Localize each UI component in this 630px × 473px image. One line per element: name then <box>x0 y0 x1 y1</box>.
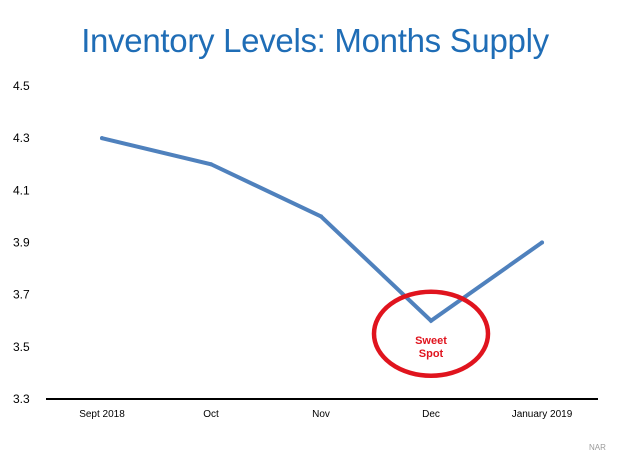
y-tick-label: 3.9 <box>13 236 30 250</box>
series-line <box>100 136 544 324</box>
data-point <box>429 318 433 323</box>
y-tick-label: 3.5 <box>13 340 30 354</box>
y-axis-ticks: 4.5 4.3 4.1 3.9 3.7 3.5 3.3 <box>13 79 30 406</box>
data-point <box>100 136 104 141</box>
y-tick-label: 3.3 <box>13 392 30 406</box>
series-points <box>100 136 544 323</box>
sweet-spot-annotation: Sweet Spot <box>371 289 491 378</box>
data-point <box>540 240 544 245</box>
y-tick-label: 3.7 <box>13 288 30 302</box>
y-tick-label: 4.5 <box>13 79 30 93</box>
data-point <box>209 162 213 167</box>
x-tick-label: Sept 2018 <box>79 409 125 420</box>
x-tick-label: Dec <box>422 409 440 420</box>
data-point <box>319 214 323 219</box>
y-tick-label: 4.3 <box>13 131 30 145</box>
sweet-spot-label-line2: Spot <box>419 348 444 360</box>
y-tick-label: 4.1 <box>13 183 30 197</box>
x-tick-label: Oct <box>203 409 219 420</box>
x-tick-label: January 2019 <box>512 409 573 420</box>
source-note: NAR <box>589 443 606 452</box>
x-axis-ticks: Sept 2018 Oct Nov Dec January 2019 <box>79 409 573 420</box>
sweet-spot-circle <box>371 289 491 378</box>
sweet-spot-label-line1: Sweet <box>415 335 447 347</box>
chart-title: Inventory Levels: Months Supply <box>81 22 549 59</box>
x-tick-label: Nov <box>312 409 330 420</box>
